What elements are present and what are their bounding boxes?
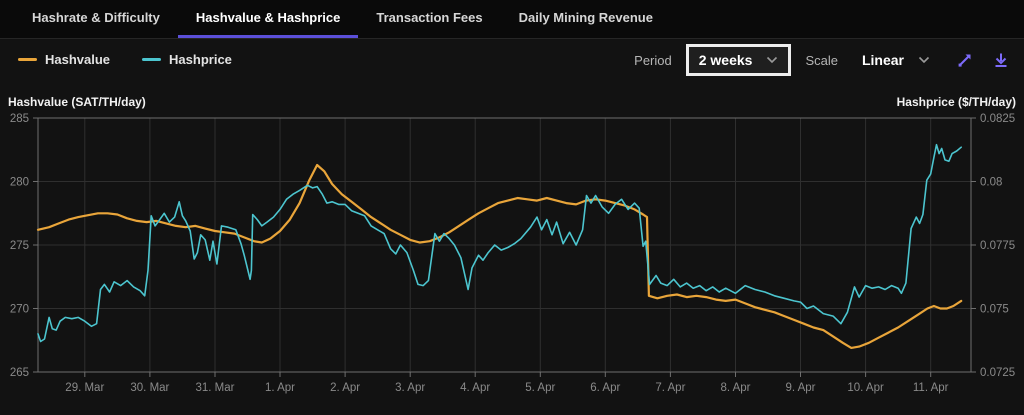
svg-text:4. Apr: 4. Apr xyxy=(460,382,490,394)
tab-daily-mining-revenue[interactable]: Daily Mining Revenue xyxy=(518,10,653,25)
scale-label: Scale xyxy=(805,52,838,68)
tab-hashvalue-hashprice[interactable]: Hashvalue & Hashprice xyxy=(177,0,359,38)
svg-text:10. Apr: 10. Apr xyxy=(847,382,884,394)
hashvalue-line-swatch xyxy=(18,58,37,61)
chevron-down-icon xyxy=(918,56,930,64)
svg-text:0.0725: 0.0725 xyxy=(980,367,1015,379)
chart-controls: Period 2 weeks Scale Linear xyxy=(634,39,1012,81)
legend-label-hashprice: Hashprice xyxy=(169,52,232,67)
legend-label-hashvalue: Hashvalue xyxy=(45,52,111,67)
trend-compare-button[interactable] xyxy=(954,49,976,71)
svg-text:5. Apr: 5. Apr xyxy=(525,382,555,394)
svg-text:265: 265 xyxy=(10,367,29,379)
svg-text:29. Mar: 29. Mar xyxy=(65,382,104,394)
scale-value: Linear xyxy=(861,52,904,68)
svg-text:0.0825: 0.0825 xyxy=(980,113,1015,125)
hashprice-line-swatch xyxy=(142,58,162,61)
svg-text:3. Apr: 3. Apr xyxy=(395,382,425,394)
svg-text:30. Mar: 30. Mar xyxy=(130,382,169,394)
svg-text:280: 280 xyxy=(10,177,29,189)
svg-text:7. Apr: 7. Apr xyxy=(655,382,685,394)
svg-text:31. Mar: 31. Mar xyxy=(196,382,235,394)
download-icon xyxy=(995,53,1007,67)
tab-transaction-fees[interactable]: Transaction Fees xyxy=(376,10,483,25)
svg-text:0.075: 0.075 xyxy=(980,304,1009,316)
chevron-down-icon xyxy=(767,56,778,64)
legend-item-hashprice[interactable]: Hashprice xyxy=(142,52,232,67)
svg-text:9. Apr: 9. Apr xyxy=(785,382,815,394)
svg-text:0.08: 0.08 xyxy=(980,177,1002,189)
trend-arrow-icon xyxy=(958,54,971,67)
svg-text:11. Apr: 11. Apr xyxy=(913,382,949,394)
tab-hashrate-difficulty[interactable]: Hashrate & Difficulty xyxy=(32,10,160,25)
svg-text:6. Apr: 6. Apr xyxy=(590,382,620,394)
period-label: Period xyxy=(634,52,672,68)
svg-text:270: 270 xyxy=(10,304,29,316)
chart-legend: Hashvalue Hashprice xyxy=(18,52,232,67)
scale-dropdown[interactable]: Linear xyxy=(852,46,940,74)
chart-tab-bar: Hashrate & Difficulty Hashvalue & Hashpr… xyxy=(0,0,1024,39)
svg-text:275: 275 xyxy=(10,240,29,252)
legend-item-hashvalue[interactable]: Hashvalue xyxy=(18,52,110,67)
right-axis-title: Hashprice ($/TH/day) xyxy=(896,95,1016,109)
chart-toolbar: Hashvalue Hashprice Period 2 weeks Scale… xyxy=(0,39,1024,81)
download-chart-button[interactable] xyxy=(990,49,1012,71)
period-dropdown[interactable]: 2 weeks xyxy=(685,44,792,76)
svg-text:0.0775: 0.0775 xyxy=(980,240,1015,252)
svg-text:2. Apr: 2. Apr xyxy=(330,382,360,394)
svg-text:1. Apr: 1. Apr xyxy=(265,382,295,394)
period-value: 2 weeks xyxy=(698,52,753,68)
left-axis-title: Hashvalue (SAT/TH/day) xyxy=(8,95,146,109)
svg-text:285: 285 xyxy=(10,113,29,125)
svg-text:8. Apr: 8. Apr xyxy=(720,382,750,394)
